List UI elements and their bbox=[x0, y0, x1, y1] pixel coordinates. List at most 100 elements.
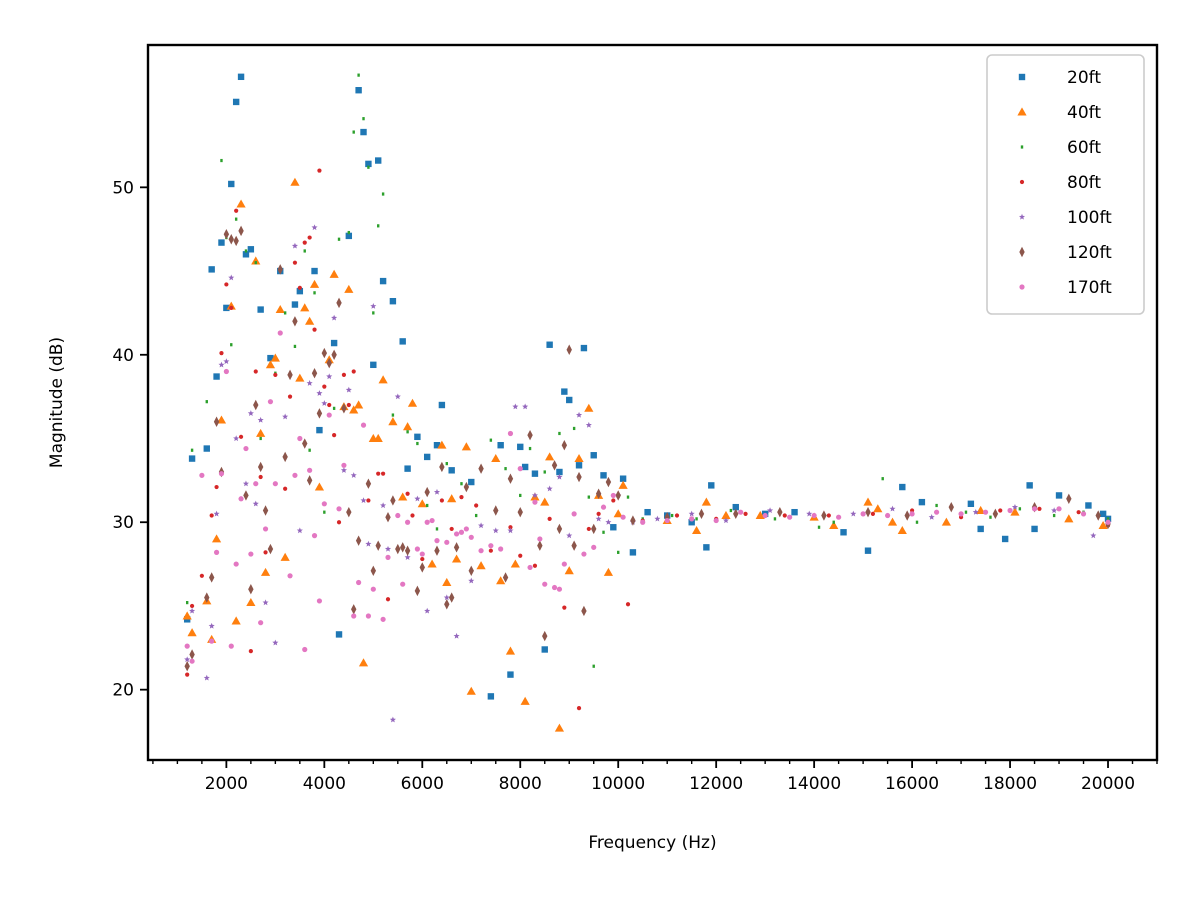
data-point bbox=[447, 494, 457, 503]
data-point bbox=[1018, 507, 1022, 511]
data-point bbox=[389, 297, 397, 305]
data-point bbox=[282, 413, 289, 420]
data-point bbox=[414, 495, 421, 502]
data-point bbox=[551, 584, 558, 591]
data-point bbox=[238, 434, 244, 439]
x-tick-label: 6000 bbox=[401, 774, 444, 794]
data-point bbox=[311, 367, 318, 379]
legend-item: 100ft bbox=[1018, 208, 1112, 228]
data-point bbox=[977, 525, 984, 533]
data-point bbox=[282, 451, 288, 463]
data-point bbox=[972, 508, 979, 515]
data-point bbox=[532, 563, 538, 568]
data-point bbox=[873, 504, 883, 513]
series-20ft bbox=[183, 73, 1112, 700]
data-point bbox=[214, 484, 219, 490]
data-point bbox=[394, 393, 401, 400]
data-point bbox=[231, 616, 241, 625]
data-point bbox=[370, 586, 376, 592]
data-point bbox=[688, 510, 695, 517]
data-point bbox=[587, 495, 591, 499]
data-point bbox=[228, 180, 235, 188]
data-point bbox=[384, 545, 392, 552]
data-point bbox=[887, 517, 898, 526]
data-point bbox=[302, 438, 308, 449]
data-point bbox=[316, 426, 323, 434]
data-point bbox=[619, 475, 627, 482]
data-point bbox=[329, 269, 339, 278]
data-point bbox=[257, 416, 264, 423]
data-point bbox=[420, 556, 425, 562]
data-point bbox=[419, 562, 425, 573]
data-point bbox=[630, 515, 636, 526]
data-point bbox=[349, 405, 359, 414]
data-point bbox=[546, 485, 553, 492]
data-point bbox=[575, 411, 583, 418]
data-point bbox=[438, 401, 446, 409]
data-point bbox=[1098, 520, 1108, 530]
data-point bbox=[205, 400, 208, 404]
data-point bbox=[626, 495, 630, 499]
data-point bbox=[218, 239, 225, 246]
data-point bbox=[605, 476, 612, 488]
data-point bbox=[351, 613, 357, 619]
data-point bbox=[478, 522, 485, 529]
data-point bbox=[918, 498, 926, 506]
data-point bbox=[184, 661, 190, 672]
data-point bbox=[433, 488, 441, 495]
data-point bbox=[373, 433, 383, 442]
series-60ft bbox=[185, 73, 1110, 668]
data-point bbox=[404, 519, 411, 525]
data-point bbox=[708, 482, 715, 489]
data-point bbox=[375, 157, 382, 164]
data-point bbox=[419, 551, 425, 557]
data-point bbox=[1031, 525, 1038, 533]
data-point bbox=[234, 217, 238, 221]
data-point bbox=[584, 403, 594, 412]
y-axis: 20 30 40 50 bbox=[112, 178, 148, 701]
data-point bbox=[1031, 506, 1038, 512]
data-point bbox=[296, 287, 304, 295]
data-point bbox=[292, 472, 298, 478]
data-point bbox=[478, 463, 484, 474]
data-point bbox=[507, 527, 514, 534]
data-point bbox=[253, 399, 259, 411]
data-point bbox=[399, 338, 406, 345]
data-point bbox=[262, 599, 269, 606]
data-point bbox=[229, 305, 234, 310]
data-point bbox=[743, 511, 748, 516]
data-point bbox=[305, 316, 315, 325]
data-point bbox=[379, 277, 387, 285]
data-point bbox=[272, 481, 278, 487]
data-point bbox=[280, 552, 290, 561]
data-point bbox=[458, 529, 465, 535]
y-tick-label: 50 bbox=[112, 178, 134, 198]
data-point bbox=[531, 492, 538, 499]
data-point bbox=[542, 581, 548, 587]
data-point bbox=[554, 723, 565, 732]
data-point bbox=[189, 658, 195, 664]
data-point bbox=[316, 408, 323, 419]
data-point bbox=[410, 513, 415, 518]
data-point bbox=[806, 510, 813, 517]
x-axis: 2000 4000 6000 8000 10000 12000 14000 16000 1800… bbox=[152, 760, 1158, 794]
data-point bbox=[547, 516, 552, 521]
data-point bbox=[489, 438, 493, 442]
data-point bbox=[242, 251, 250, 258]
data-point bbox=[507, 430, 514, 437]
data-point bbox=[532, 499, 538, 505]
data-point bbox=[541, 646, 548, 653]
legend-label: 60ft bbox=[1067, 138, 1101, 158]
data-point bbox=[928, 514, 935, 520]
data-point bbox=[335, 631, 343, 638]
data-point bbox=[476, 561, 486, 570]
data-point bbox=[336, 506, 342, 512]
data-point bbox=[545, 452, 555, 461]
data-point bbox=[321, 501, 327, 507]
data-point bbox=[733, 508, 739, 520]
data-point bbox=[546, 341, 553, 348]
data-point bbox=[406, 430, 409, 434]
data-point bbox=[543, 470, 546, 474]
data-point bbox=[232, 98, 240, 106]
data-point bbox=[585, 421, 592, 428]
